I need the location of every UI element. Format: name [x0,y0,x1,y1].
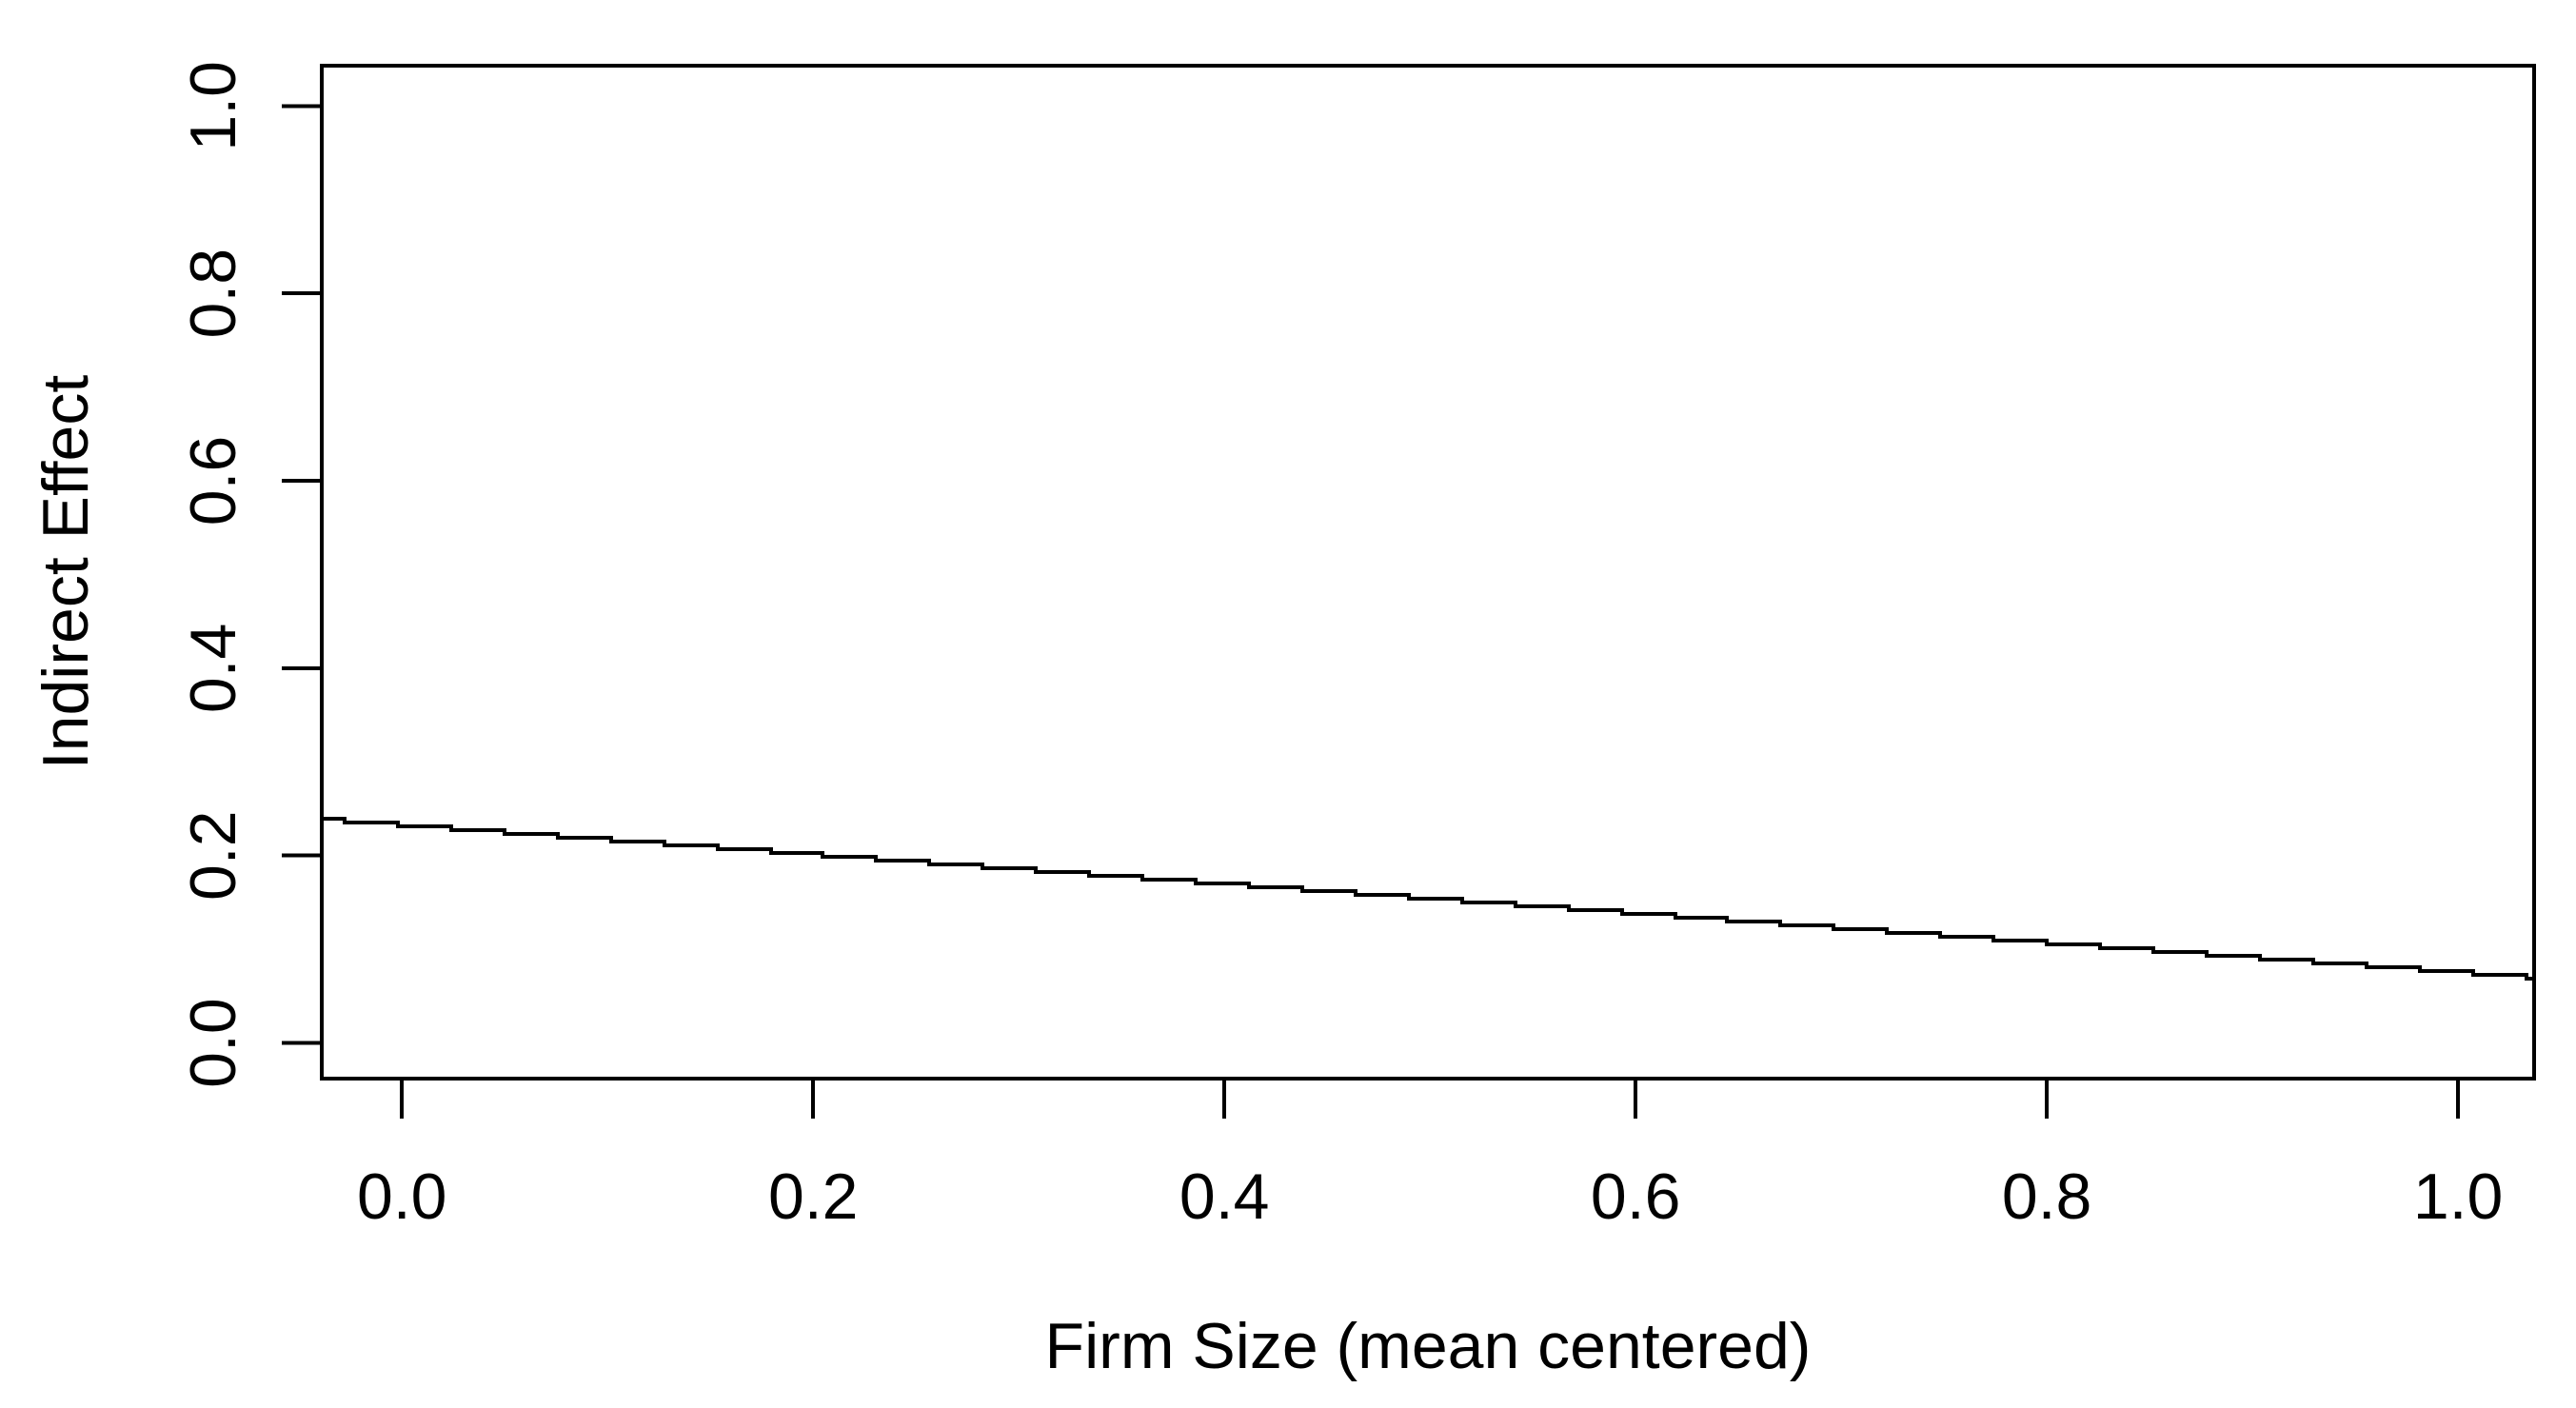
x-tick-label: 0.8 [2002,1160,2092,1233]
x-tick-label: 0.4 [1179,1160,1270,1233]
data-series [322,817,2534,981]
plot-frame [320,64,2536,1081]
x-tick-label: 0.0 [357,1160,447,1233]
y-tick-label: 0.8 [177,248,249,339]
y-axis-title: Indirect Effect [30,375,102,770]
x-tick-label: 1.0 [2413,1160,2504,1233]
x-axis-title: Firm Size (mean centered) [1045,1310,1812,1382]
y-tick-label: 0.2 [177,810,249,901]
y-axis-ticks: 0.0 0.2 0.4 0.6 0.8 1.0 [177,61,322,1088]
y-tick-label: 0.0 [177,998,249,1088]
x-tick-label: 0.6 [1591,1160,1681,1233]
x-tick-label: 0.2 [768,1160,859,1233]
y-tick-label: 0.6 [177,436,249,526]
x-axis-ticks: 0.0 0.2 0.4 0.6 0.8 1.0 [357,1079,2503,1233]
indirect-effect-line [322,817,2534,981]
y-tick-label: 0.4 [177,624,249,714]
y-tick-label: 1.0 [177,61,249,151]
